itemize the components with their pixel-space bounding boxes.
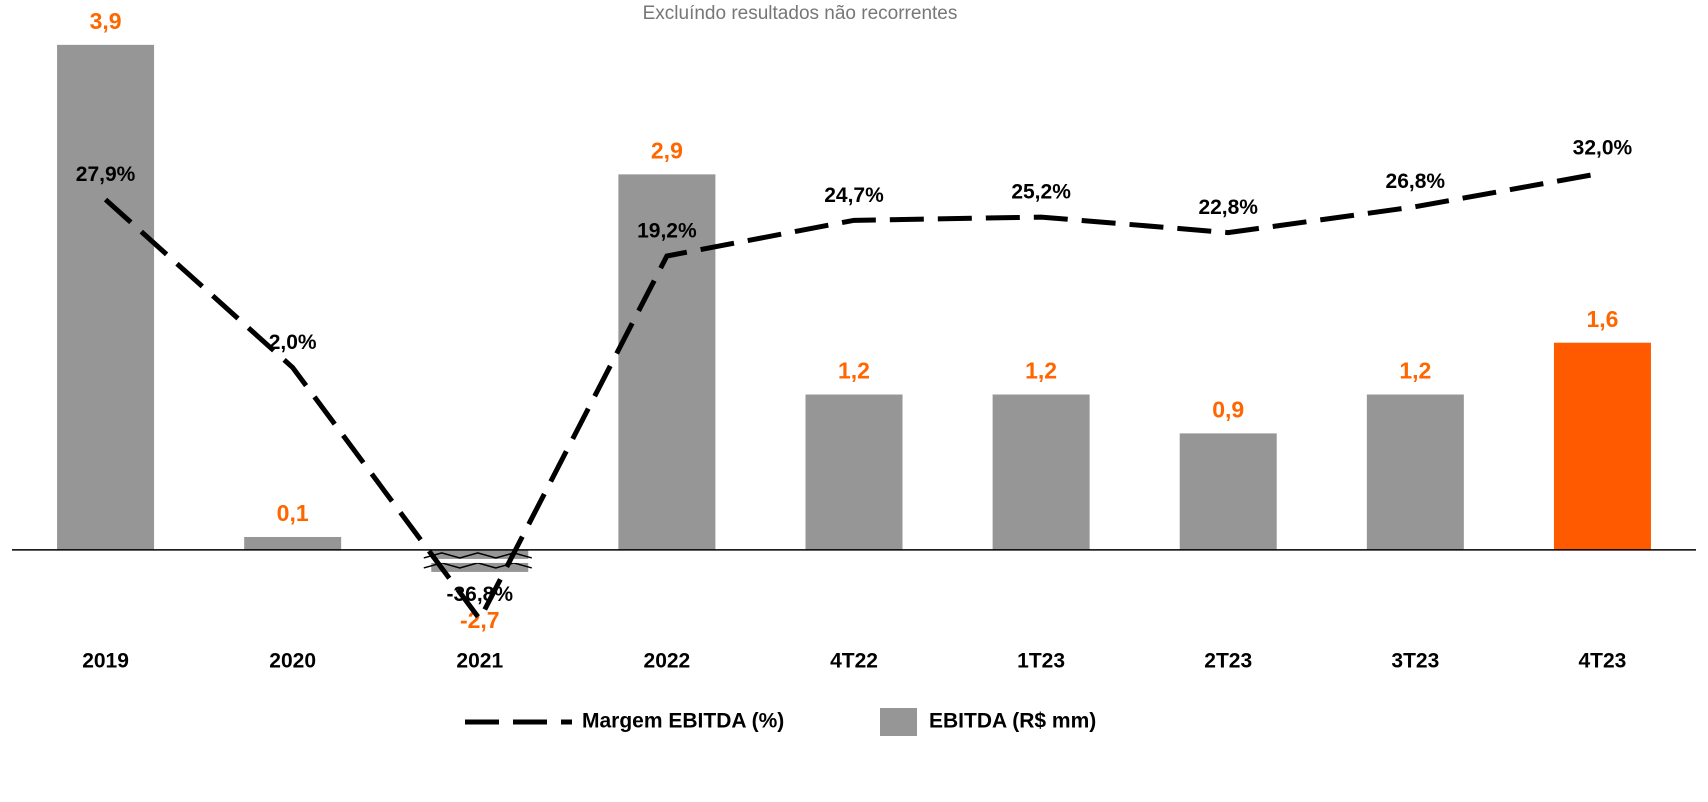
legend-swatch [880, 708, 917, 736]
x-tick-label: 1T23 [1017, 650, 1065, 673]
bar [1553, 342, 1651, 550]
line-value-label: 24,7% [824, 184, 884, 207]
x-tick-label: 4T23 [1579, 650, 1627, 673]
line-value-label: 19,2% [637, 220, 697, 243]
bar [244, 536, 342, 550]
x-tick-label: 2T23 [1204, 650, 1252, 673]
bar [618, 174, 716, 550]
x-tick-label: 2020 [269, 650, 316, 673]
x-tick-label: 2022 [644, 650, 691, 673]
x-tick-label: 4T22 [830, 650, 878, 673]
line-value-label: 22,8% [1198, 196, 1258, 219]
bar [992, 394, 1090, 550]
x-tick-label: 3T23 [1391, 650, 1439, 673]
axis-break-gap [423, 558, 532, 563]
line-value-label: 26,8% [1386, 170, 1446, 193]
bar [1179, 433, 1277, 550]
bar-value-label: 0,1 [277, 500, 309, 526]
bar [805, 394, 903, 550]
bar-value-label: -2,7 [460, 607, 500, 633]
legend-label: Margem EBITDA (%) [582, 710, 784, 733]
bar-value-label: 3,9 [90, 8, 122, 34]
x-tick-label: 2019 [82, 650, 129, 673]
line-value-label: 27,9% [76, 163, 136, 186]
bar-value-label: 1,6 [1586, 306, 1618, 332]
line [103, 170, 1603, 624]
bar-value-label: 1,2 [1025, 358, 1057, 384]
bar-value-label: 1,2 [1399, 358, 1431, 384]
x-tick-label: 2021 [456, 650, 503, 673]
bar [1366, 394, 1464, 550]
bar-value-label: 1,2 [838, 358, 870, 384]
line-value-label: -36,8% [447, 583, 514, 606]
bar-value-label: 0,9 [1212, 396, 1244, 422]
line-value-label: 32,0% [1573, 137, 1633, 160]
line-value-label: 25,2% [1011, 181, 1071, 204]
chart-subtitle: Excluíndo resultados não recorrentes [643, 3, 958, 24]
bar-value-label: 2,9 [651, 137, 683, 163]
legend-label: EBITDA (R$ mm) [929, 710, 1096, 733]
line-value-label: 2,0% [269, 331, 317, 354]
bar [57, 44, 155, 550]
